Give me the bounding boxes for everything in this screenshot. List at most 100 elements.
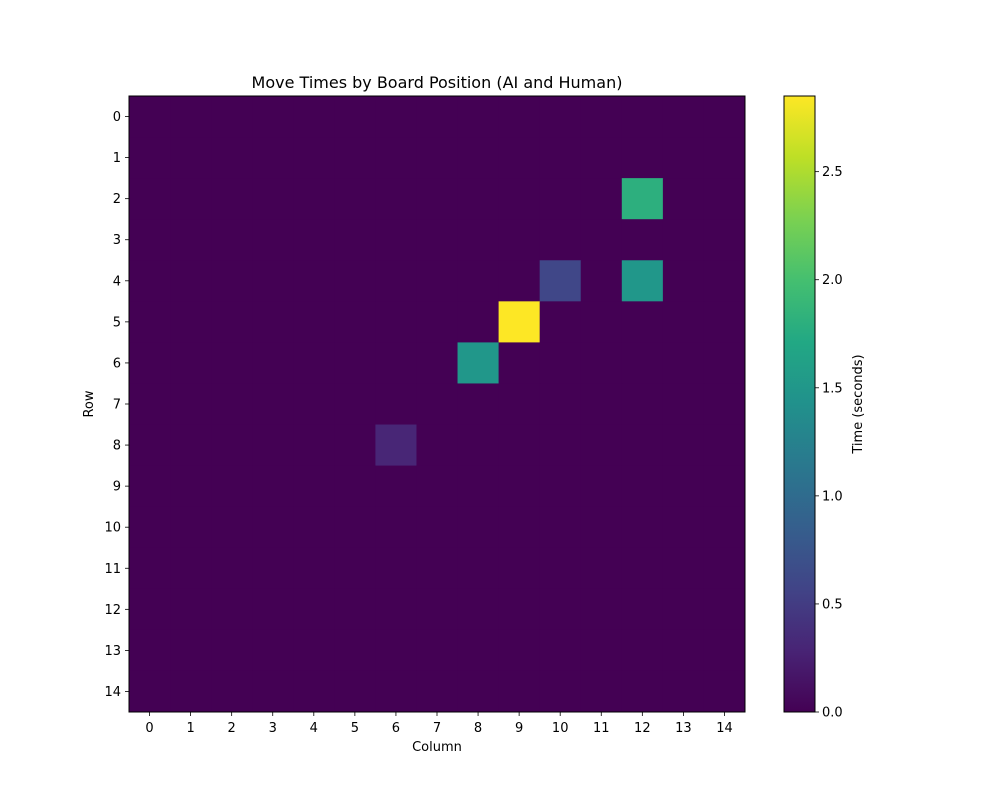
heatmap-cell-r7-c5 [334,383,376,426]
heatmap-cell-r0-c12 [621,96,664,138]
heatmap-cell-r9-c8 [457,465,500,508]
heatmap-cell-r6-c12 [621,342,664,384]
heatmap-cell-r8-c13 [662,424,705,467]
x-axis-ticks: 0 1 2 3 4 5 6 7 8 9 10 11 12 13 14 [145,712,733,736]
heatmap-cell-r11-c11 [580,547,623,590]
y-tick-label: 12 [104,603,121,618]
heatmap-cell-r9-c12 [621,465,664,508]
heatmap-cell-r8-c10 [539,424,582,467]
heatmap-cell-r10-c2 [211,506,253,549]
heatmap-cell-r5-c8 [457,301,500,343]
heatmap-cell-r7-c1 [170,383,212,426]
heatmap-cell-r14-c7 [416,670,459,713]
heatmap-cell-r11-c5 [334,547,376,590]
heatmap-cell-r1-c6 [375,137,417,179]
heatmap-cell-r8-c14 [703,424,746,467]
y-tick-label: 8 [113,439,121,454]
heatmap-cell-r12-c1 [170,588,212,631]
heatmap-cell-r7-c2 [211,383,253,426]
x-tick-label: 13 [675,721,692,736]
heatmap-cell-r1-c1 [170,137,212,179]
x-tick-label: 11 [593,721,610,736]
heatmap-cell-r3-c0 [129,219,171,261]
heatmap-cell-r11-c4 [293,547,335,590]
heatmap-cell-r12-c3 [252,588,294,631]
heatmap-cell-r2-c11 [580,178,623,220]
heatmap-cell-r8-c6 [375,424,417,467]
heatmap-cell-r1-c10 [539,137,582,179]
heatmap-cell-r12-c12 [621,588,664,631]
heatmap-cell-r7-c13 [662,383,705,426]
heatmap-cell-r5-c1 [170,301,212,343]
heatmap-cell-r7-c12 [621,383,664,426]
heatmap-cell-r4-c4 [293,260,335,302]
heatmap-cell-r11-c7 [416,547,459,590]
heatmap-cell-r9-c0 [129,465,171,508]
heatmap-cell-r4-c13 [662,260,705,302]
heatmap-cell-r5-c7 [416,301,459,343]
heatmap-cell-r3-c4 [293,219,335,261]
heatmap-cell-r14-c12 [621,670,664,713]
heatmap-cell-r12-c9 [498,588,541,631]
heatmap-cell-r3-c10 [539,219,582,261]
heatmap-cell-r2-c12 [621,178,664,220]
heatmap-cell-r8-c9 [498,424,541,467]
heatmap-cell-r1-c5 [334,137,376,179]
x-tick-label: 1 [186,721,194,736]
heatmap-cell-r0-c11 [580,96,623,138]
heatmap-cell-r14-c5 [334,670,376,713]
heatmap-cell-r12-c5 [334,588,376,631]
heatmap-cell-r2-c9 [498,178,541,220]
heatmap-cell-r5-c6 [375,301,417,343]
heatmap-cell-r9-c4 [293,465,335,508]
colorbar-tick-label: 1.5 [822,381,843,396]
heatmap-cell-r5-c5 [334,301,376,343]
heatmap-cell-r1-c2 [211,137,253,179]
y-axis-label: Row [82,390,97,417]
heatmap-cell-r6-c4 [293,342,335,384]
heatmap-cell-r11-c12 [621,547,664,590]
heatmap-cell-r13-c7 [416,629,459,672]
heatmap-cell-r1-c11 [580,137,623,179]
heatmap-cell-r0-c3 [252,96,294,138]
y-tick-label: 0 [113,110,121,125]
heatmap-cell-r6-c3 [252,342,294,384]
heatmap-cell-r0-c7 [416,96,459,138]
heatmap-cell-r8-c1 [170,424,212,467]
heatmap-cell-r8-c5 [334,424,376,467]
heatmap-cell-r11-c6 [375,547,417,590]
heatmap-cell-r12-c10 [539,588,582,631]
heatmap-cell-r14-c14 [703,670,746,713]
heatmap-cell-r7-c4 [293,383,335,426]
heatmap-cell-r8-c7 [416,424,459,467]
heatmap-cell-r13-c8 [457,629,500,672]
x-tick-label: 2 [228,721,236,736]
heatmap-cell-r6-c11 [580,342,623,384]
heatmap-cell-r9-c11 [580,465,623,508]
heatmap-cell-r6-c13 [662,342,705,384]
heatmap-cell-r9-c13 [662,465,705,508]
heatmap-cell-r14-c13 [662,670,705,713]
heatmap-cell-r0-c8 [457,96,500,138]
heatmap-cell-r0-c1 [170,96,212,138]
heatmap-cell-r10-c6 [375,506,417,549]
heatmap-cell-r12-c8 [457,588,500,631]
heatmap-cell-r0-c6 [375,96,417,138]
x-tick-label: 6 [392,721,400,736]
heatmap-cell-r2-c2 [211,178,253,220]
heatmap-cell-r2-c0 [129,178,171,220]
heatmap-cell-r9-c7 [416,465,459,508]
y-tick-label: 4 [113,274,121,289]
y-tick-label: 10 [104,521,121,536]
heatmap-cell-r3-c11 [580,219,623,261]
y-tick-label: 5 [113,315,121,330]
heatmap-cell-r10-c13 [662,506,705,549]
heatmap-cell-r10-c11 [580,506,623,549]
heatmap-cell-r10-c14 [703,506,746,549]
heatmap-cell-r2-c13 [662,178,705,220]
heatmap-cell-r6-c9 [498,342,541,384]
colorbar-tick-label: 1.0 [822,489,843,504]
heatmap-cell-r6-c1 [170,342,212,384]
heatmap-cell-r6-c2 [211,342,253,384]
